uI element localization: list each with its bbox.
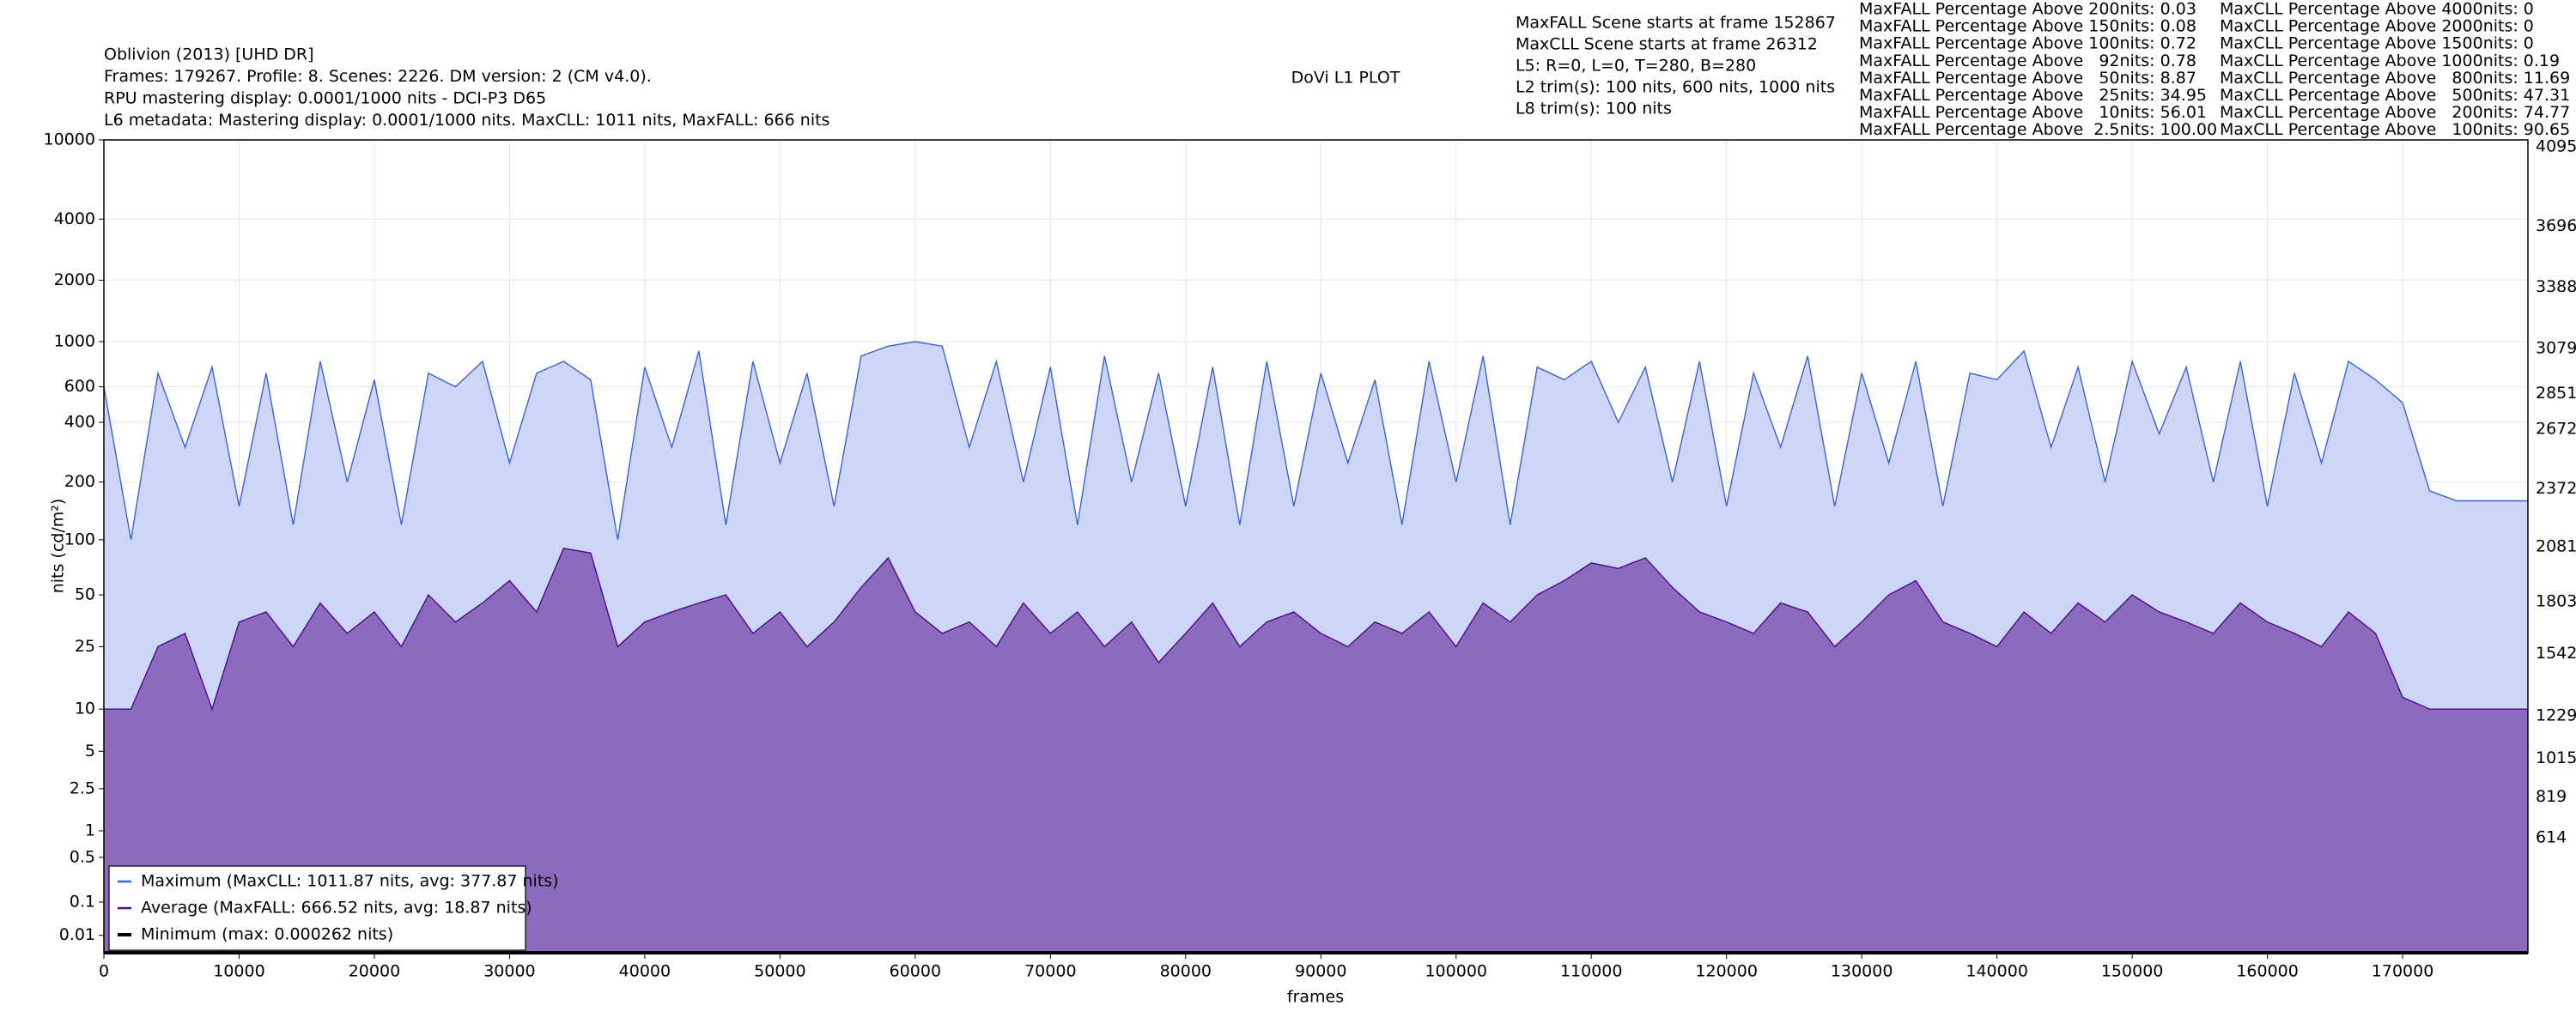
y-axis-label: nits (cd/m²) [49,499,68,594]
y-tick-label: 10 [75,700,95,718]
y-tick-label: 25 [75,637,95,656]
x-tick-label: 10000 [213,962,264,981]
y2-tick-label: 4095 [2536,137,2576,156]
maxcll-stat: MaxCLL Percentage Above 4000nits: 0 [2220,0,2534,19]
y-tick-label: 4000 [54,209,95,228]
plot-frame [103,139,2529,954]
maxfall-stat: MaxFALL Percentage Above 10nits: 56.01 [1859,103,2207,122]
y-tick-label: 50 [75,585,95,604]
y2-tick-label: 2081 [2536,536,2576,555]
maxcll-stat: MaxCLL Percentage Above 1500nits: 0 [2220,34,2534,53]
axes: 0.01 0.1 0.5 1 2.5 5 10 25 50 100 200 400 600 1000 200… [44,130,2576,981]
x-tick-label: 130000 [1831,962,1893,981]
y2-tick-label: 1229 [2536,706,2576,724]
maxcll-stat: MaxCLL Percentage Above 100nits: 90.65 [2220,120,2570,139]
y2-tick-label: 1542 [2536,644,2576,663]
x-tick-label: 120000 [1695,962,1758,981]
y2-tick-label: 2851 [2536,384,2576,403]
y-tick-label: 2.5 [70,779,95,797]
x-tick-label: 20000 [349,962,400,981]
legend: Maximum (MaxCLL: 1011.87 nits, avg: 377.… [108,865,559,951]
scene-info: L2 trim(s): 100 nits, 600 nits, 1000 nit… [1516,78,1835,97]
x-tick-label: 110000 [1560,962,1623,981]
y-tick-label: 0.01 [59,925,95,944]
y2-tick-label: 614 [2536,828,2567,847]
x-tick-label: 70000 [1024,962,1076,981]
y2-tick-label: 2372 [2536,479,2576,498]
x-tick-label: 30000 [483,962,535,981]
maxfall-stat: MaxFALL Percentage Above 2.5nits: 100.00 [1859,120,2217,139]
series-area [104,548,2528,953]
y-tick-label: 5 [85,742,95,760]
info-line: Oblivion (2013) [UHD DR] [104,45,314,64]
maxcll-stat: MaxCLL Percentage Above 800nits: 11.69 [2220,69,2570,88]
info-line: RPU mastering display: 0.0001/1000 nits … [104,89,546,108]
x-tick-label: 90000 [1295,962,1346,981]
x-tick-label: 170000 [2372,962,2434,981]
info-line: Frames: 179267. Profile: 8. Scenes: 2226… [104,67,652,86]
y-tick-label: 600 [64,377,95,396]
x-tick-label: 50000 [754,962,805,981]
y-tick-label: 200 [64,472,95,491]
scene-info: L8 trim(s): 100 nits [1516,100,1672,118]
plot-area [103,341,2528,954]
maxcll-stat: MaxCLL Percentage Above 500nits: 47.31 [2220,86,2570,105]
legend-label: Average (MaxFALL: 666.52 nits, avg: 18.8… [141,899,532,918]
x-tick-label: 80000 [1160,962,1212,981]
maxcll-stat: MaxCLL Percentage Above 200nits: 74.77 [2220,103,2570,122]
series-line [103,341,2528,540]
y2-tick-label: 3696 [2536,216,2576,235]
x-tick-label: 150000 [2101,962,2164,981]
maxfall-stat: MaxFALL Percentage Above 25nits: 34.95 [1859,86,2207,105]
y2-tick-label: 3388 [2536,277,2576,296]
y-tick-label: 10000 [44,130,95,149]
x-axis-label: frames [1287,988,1344,1007]
maxfall-stat: MaxFALL Percentage Above 200nits: 0.03 [1859,0,2196,19]
scene-info: L5: R=0, L=0, T=280, B=280 [1516,57,1756,76]
scene-info: MaxCLL Scene starts at frame 26312 [1516,35,1818,54]
y-tick-label: 100 [64,530,95,548]
legend-label: Maximum (MaxCLL: 1011.87 nits, avg: 377.… [141,872,559,891]
y2-tick-label: 1803 [2536,592,2576,611]
scene-info: MaxFALL Scene starts at frame 152867 [1516,14,1836,33]
x-tick-label: 100000 [1425,962,1487,981]
y-tick-label: 0.1 [70,892,95,911]
maxcll-stat: MaxCLL Percentage Above 2000nits: 0 [2220,17,2534,36]
x-tick-label: 60000 [890,962,941,981]
y2-tick-label: 2672 [2536,420,2576,439]
x-tick-label: 0 [99,962,109,981]
x-tick-label: 140000 [1965,962,2028,981]
info-line: L6 metadata: Mastering display: 0.0001/1… [104,111,829,130]
maxfall-stat: MaxFALL Percentage Above 150nits: 0.08 [1859,17,2196,36]
y-tick-label: 1000 [54,332,95,351]
y2-tick-label: 3079 [2536,338,2576,357]
chart-title: DoVi L1 PLOT [1291,69,1400,88]
y2-tick-label: 1015 [2536,748,2576,767]
maxfall-stat: MaxFALL Percentage Above 92nits: 0.78 [1859,52,2196,70]
maxcll-stat: MaxCLL Percentage Above 1000nits: 0.19 [2220,52,2560,70]
legend-label: Minimum (max: 0.000262 nits) [141,925,393,944]
x-tick-label: 160000 [2236,962,2299,981]
y-tick-label: 2000 [54,270,95,289]
legend-box [108,865,526,951]
maxfall-stat: MaxFALL Percentage Above 50nits: 8.87 [1859,69,2196,88]
y-tick-label: 0.5 [70,847,95,866]
maxfall-stat: MaxFALL Percentage Above 100nits: 0.72 [1859,34,2196,53]
x-tick-label: 40000 [619,962,671,981]
y2-tick-label: 819 [2536,787,2567,806]
y-tick-label: 1 [85,821,95,840]
series-line [104,548,2528,712]
y-tick-label: 400 [64,413,95,432]
annotations: Oblivion (2013) [UHD DR] Frames: 179267. … [104,0,2570,139]
